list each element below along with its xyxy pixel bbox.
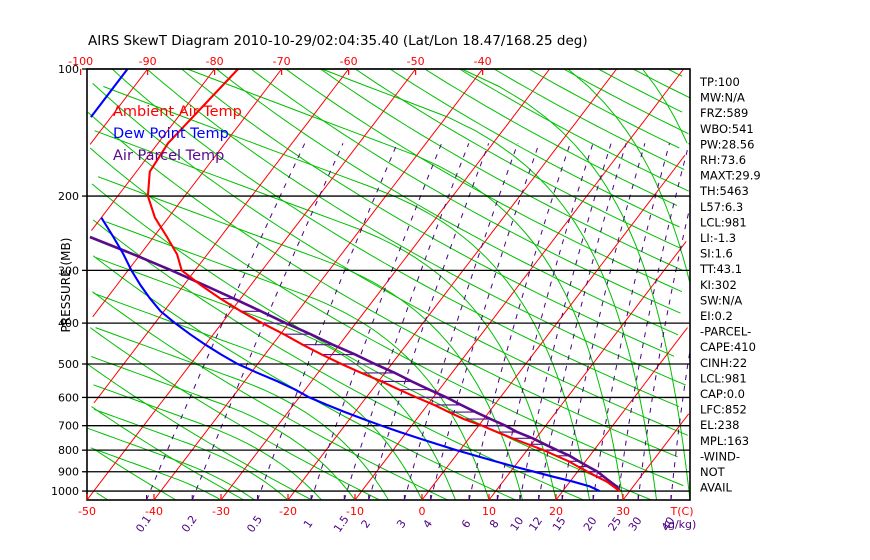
pressure-tick-label: 900 (58, 466, 79, 479)
info-panel-row: LFC:852 (700, 403, 747, 417)
sounding-curves (89, 68, 621, 493)
pressure-tick-labels: 100 200 300 400 500 600 700 800 900 1000 (51, 63, 87, 498)
pressure-tick-label: 100 (58, 63, 79, 76)
page-title: AIRS SkewT Diagram 2010-10-29/02:04:35.4… (88, 33, 588, 49)
plot-frame (86, 68, 691, 501)
pressure-tick-label: 600 (58, 391, 79, 404)
pressure-tick-label: 500 (58, 358, 79, 371)
bottom-temp-tick-label: 0 (419, 505, 426, 518)
y-axis-label: PRESSURE (MB) (59, 238, 73, 333)
pressure-tick-label: 400 (58, 317, 79, 330)
bottom-temp-tick-label: -20 (279, 505, 297, 518)
top-temp-tick-label: -40 (474, 55, 492, 68)
isotherm-lines (86, 68, 690, 501)
pressure-tick-label: 1000 (51, 485, 79, 498)
info-panel-row: MW:N/A (700, 91, 745, 105)
top-temp-tick-label: -60 (340, 55, 358, 68)
info-panel-row: LCL:981 (700, 215, 747, 229)
pressure-tick-label: 200 (58, 190, 79, 203)
info-panel-row: MPL:163 (700, 434, 749, 448)
bottom-temp-tick-label: -50 (78, 505, 96, 518)
legend: Ambient Air Temp Dew Point Temp Air Parcel… (113, 104, 242, 164)
pressure-tick-label: 700 (58, 420, 79, 433)
legend-item-3: Air Parcel Temp (113, 148, 224, 164)
bottom-temp-tick-label: -30 (212, 505, 230, 518)
top-temp-tick-label: -80 (206, 55, 224, 68)
info-panel-row: TP:100 (699, 75, 740, 89)
top-temp-tick-label: -90 (139, 55, 157, 68)
info-panel-row: CAP:0.0 (700, 387, 745, 401)
info-panel-row: PW:28.56 (700, 137, 754, 151)
top-temperature-tick-labels: -100 -90 -80 -70 -60 -50 -40 (68, 55, 492, 75)
bottom-temperature-tick-labels: -50 -40 -30 -20 -10 0 10 20 30 T(C) (78, 494, 693, 518)
legend-item-2: Dew Point Temp (113, 126, 229, 142)
isobar-lines (87, 68, 690, 492)
pressure-tick-label: 300 (58, 264, 79, 277)
info-panel-row: -PARCEL- (700, 325, 751, 339)
info-panel-row: L57:6.3 (700, 200, 743, 214)
info-panel-row: TH:5463 (699, 184, 749, 198)
info-panel-row: LCL:981 (700, 371, 747, 385)
pressure-tick-label: 800 (58, 444, 79, 457)
top-temp-tick-label: -70 (273, 55, 291, 68)
moist-adiabat-lines (87, 68, 691, 501)
info-panel-row: FRZ:589 (700, 106, 748, 120)
info-panel-row: CINH:22 (700, 356, 747, 370)
top-temp-tick-label: -100 (68, 55, 93, 68)
bottom-temp-tick-label: 20 (549, 505, 563, 518)
info-panel-row: MAXT:29.9 (700, 169, 761, 183)
info-panel-row: LI:-1.3 (700, 231, 736, 245)
bottom-temp-tick-label: -10 (346, 505, 364, 518)
info-panel-row: SI:1.6 (700, 247, 733, 261)
dry-adiabat-lines (86, 68, 690, 501)
legend-item-1: Ambient Air Temp (113, 104, 242, 120)
info-panel-row: RH:73.6 (700, 153, 746, 167)
bottom-temp-unit-label: T(C) (670, 505, 694, 518)
info-panel-row: AVAIL (700, 481, 733, 495)
info-panel-row: SW:N/A (700, 293, 742, 307)
info-panel-row: TT:43.1 (699, 262, 742, 276)
info-panel-row: NOT (700, 465, 726, 479)
info-panel-row: WBO:541 (700, 122, 754, 136)
info-panel-row: EI:0.2 (700, 309, 733, 323)
info-panel-row: CAPE:410 (700, 340, 756, 354)
top-temp-tick-label: -50 (407, 55, 425, 68)
info-panel-row: KI:302 (700, 278, 737, 292)
info-panel-row: EL:238 (700, 418, 740, 432)
bottom-temp-tick-label: 10 (482, 505, 496, 518)
info-panel-row: -WIND- (700, 449, 740, 463)
bottom-temp-tick-label: -40 (145, 505, 163, 518)
bottom-temp-tick-label: 30 (616, 505, 630, 518)
mixing-ratio-unit-label: (g/kg) (664, 518, 697, 531)
